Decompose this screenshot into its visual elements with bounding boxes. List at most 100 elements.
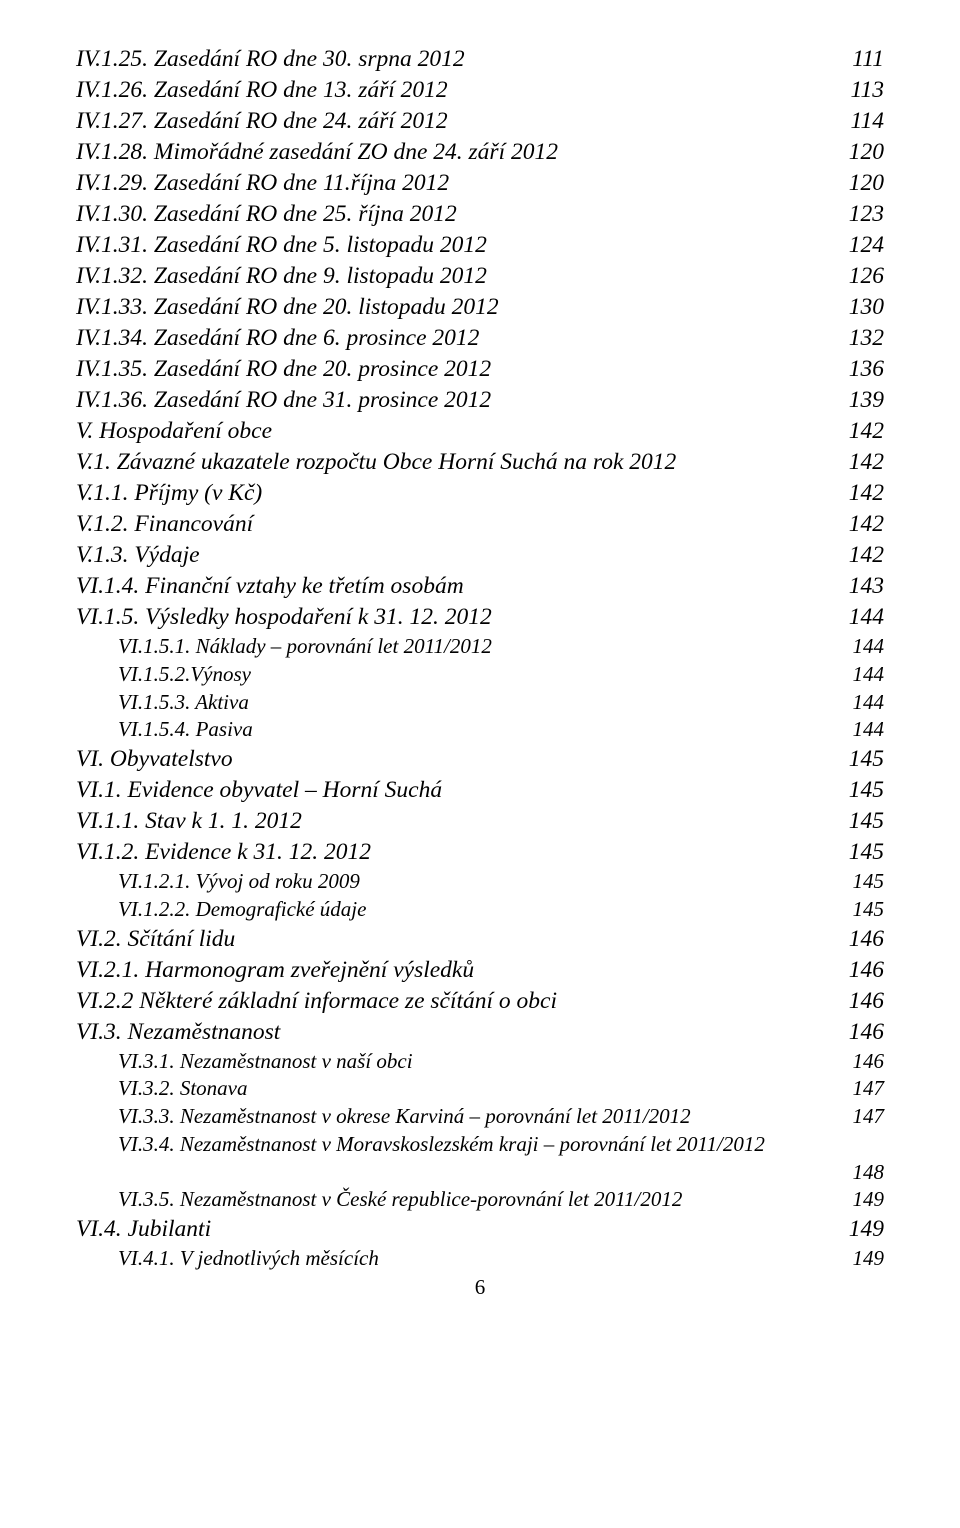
toc-label: IV.1.26. Zasedání RO dne 13. září 2012 <box>76 75 448 106</box>
toc-label: IV.1.31. Zasedání RO dne 5. listopadu 20… <box>76 230 487 261</box>
toc-label: VI.3. Nezaměstnanost <box>76 1017 280 1048</box>
toc-label: VI.3.2. Stonava <box>118 1075 247 1103</box>
toc-label: VI.1.5.1. Náklady – porovnání let 2011/2… <box>118 633 492 661</box>
toc-page: 111 <box>852 44 884 75</box>
toc-page: 120 <box>849 137 884 168</box>
table-of-contents: IV.1.25. Zasedání RO dne 30. srpna 2012 1… <box>76 44 884 1273</box>
toc-row: VI.3.4. Nezaměstnanost v Moravskoslezské… <box>76 1131 884 1159</box>
toc-row: VI.1.1. Stav k 1. 1. 2012145 <box>76 806 884 837</box>
toc-page: 146 <box>849 955 884 986</box>
toc-page: 142 <box>849 447 884 478</box>
toc-label: VI.3.1. Nezaměstnanost v naší obci <box>118 1048 413 1076</box>
toc-label: IV.1.25. Zasedání RO dne 30. srpna 2012 <box>76 44 465 75</box>
toc-page: 146 <box>849 924 884 955</box>
toc-row: VI.1.5.3. Aktiva144 <box>76 689 884 717</box>
toc-row: V.1. Závazné ukazatele rozpočtu Obce Hor… <box>76 447 884 478</box>
toc-label: V. Hospodaření obce <box>76 416 272 447</box>
toc-page: 145 <box>853 868 885 896</box>
toc-row: VI.1. Evidence obyvatel – Horní Suchá145 <box>76 775 884 806</box>
toc-row: VI.1.5.4. Pasiva 144 <box>76 716 884 744</box>
toc-page: 145 <box>849 744 884 775</box>
toc-row: VI.2.1. Harmonogram zveřejnění výsledků 1… <box>76 955 884 986</box>
toc-page: 124 <box>849 230 884 261</box>
toc-row: IV.1.27. Zasedání RO dne 24. září 2012 11… <box>76 106 884 137</box>
toc-row: VI.3.3. Nezaměstnanost v okrese Karviná … <box>76 1103 884 1131</box>
toc-row: VI.1.5.1. Náklady – porovnání let 2011/2… <box>76 633 884 661</box>
toc-row: V.1.1. Příjmy (v Kč) 142 <box>76 478 884 509</box>
page-number: 6 <box>76 1275 884 1300</box>
toc-page: 143 <box>849 571 884 602</box>
toc-label: IV.1.27. Zasedání RO dne 24. září 2012 <box>76 106 448 137</box>
toc-row: VI.1.5.2.Výnosy 144 <box>76 661 884 689</box>
toc-page: 126 <box>849 261 884 292</box>
toc-row: VI.2. Sčítání lidu 146 <box>76 924 884 955</box>
toc-label: IV.1.34. Zasedání RO dne 6. prosince 201… <box>76 323 479 354</box>
toc-label: V.1.3. Výdaje <box>76 540 200 571</box>
toc-page: 113 <box>850 75 884 106</box>
toc-label: VI.2.1. Harmonogram zveřejnění výsledků <box>76 955 474 986</box>
toc-row: IV.1.35. Zasedání RO dne 20. prosince 20… <box>76 354 884 385</box>
toc-label: VI.3.5. Nezaměstnanost v České republice… <box>118 1186 682 1214</box>
toc-page: 148 <box>853 1159 885 1187</box>
toc-label: VI.2.2 Některé základní informace ze sčí… <box>76 986 557 1017</box>
toc-page: 144 <box>853 661 885 689</box>
toc-row: IV.1.33. Zasedání RO dne 20. listopadu 2… <box>76 292 884 323</box>
toc-page: 114 <box>850 106 884 137</box>
toc-row: VI.3.5. Nezaměstnanost v České republice… <box>76 1186 884 1214</box>
toc-label: VI.1.2.1. Vývoj od roku 2009 <box>118 868 360 896</box>
toc-label: VI.4. Jubilanti <box>76 1214 211 1245</box>
toc-page: 144 <box>849 602 884 633</box>
toc-row: IV.1.34. Zasedání RO dne 6. prosince 201… <box>76 323 884 354</box>
toc-label: VI.3.4. Nezaměstnanost v Moravskoslezské… <box>118 1131 765 1159</box>
toc-label: VI.1.5.4. Pasiva <box>118 716 253 744</box>
toc-page: 144 <box>853 716 885 744</box>
toc-page: 139 <box>849 385 884 416</box>
toc-page: 145 <box>849 837 884 868</box>
toc-page: 142 <box>849 509 884 540</box>
toc-row: VI.3.1. Nezaměstnanost v naší obci146 <box>76 1048 884 1076</box>
toc-page: 149 <box>849 1214 884 1245</box>
toc-page: 142 <box>849 416 884 447</box>
toc-page: 142 <box>849 540 884 571</box>
toc-page: 147 <box>853 1103 885 1131</box>
toc-label: VI.2. Sčítání lidu <box>76 924 235 955</box>
toc-label: VI.4.1. V jednotlivých měsících <box>118 1245 379 1273</box>
toc-row: IV.1.30. Zasedání RO dne 25. října 20121… <box>76 199 884 230</box>
toc-page: 147 <box>853 1075 885 1103</box>
toc-label: V.1.2. Financování <box>76 509 253 540</box>
toc-row: VI.1.2. Evidence k 31. 12. 2012 145 <box>76 837 884 868</box>
toc-row: VI. Obyvatelstvo 145 <box>76 744 884 775</box>
toc-page: 144 <box>853 633 885 661</box>
toc-label: VI.1. Evidence obyvatel – Horní Suchá <box>76 775 442 806</box>
toc-row: IV.1.26. Zasedání RO dne 13. září 2012 11… <box>76 75 884 106</box>
toc-row: VI.1.2.1. Vývoj od roku 2009 145 <box>76 868 884 896</box>
toc-label: IV.1.32. Zasedání RO dne 9. listopadu 20… <box>76 261 487 292</box>
toc-label: IV.1.30. Zasedání RO dne 25. října 2012 <box>76 199 457 230</box>
toc-label: IV.1.28. Mimořádné zasedání ZO dne 24. z… <box>76 137 558 168</box>
toc-label: IV.1.36. Zasedání RO dne 31. prosince 20… <box>76 385 491 416</box>
toc-label: VI. Obyvatelstvo <box>76 744 233 775</box>
toc-row: IV.1.36. Zasedání RO dne 31. prosince 20… <box>76 385 884 416</box>
toc-label: VI.1.2. Evidence k 31. 12. 2012 <box>76 837 371 868</box>
toc-row: VI.4. Jubilanti 149 <box>76 1214 884 1245</box>
toc-label: V.1. Závazné ukazatele rozpočtu Obce Hor… <box>76 447 676 478</box>
toc-page: 144 <box>853 689 885 717</box>
toc-label: VI.1.5. Výsledky hospodaření k 31. 12. 2… <box>76 602 492 633</box>
toc-label: VI.1.5.2.Výnosy <box>118 661 251 689</box>
toc-row: V.1.3. Výdaje 142 <box>76 540 884 571</box>
toc-page: 145 <box>849 806 884 837</box>
toc-row: VI.2.2 Některé základní informace ze sčí… <box>76 986 884 1017</box>
toc-row: VI.3.2. Stonava 147 <box>76 1075 884 1103</box>
toc-row: IV.1.29. Zasedání RO dne 11.října 201212… <box>76 168 884 199</box>
toc-row: VI.3. Nezaměstnanost 146 <box>76 1017 884 1048</box>
toc-page: 146 <box>849 1017 884 1048</box>
toc-label: VI.3.3. Nezaměstnanost v okrese Karviná … <box>118 1103 691 1131</box>
toc-row: 148 <box>76 1159 884 1187</box>
toc-page: 149 <box>853 1245 885 1273</box>
toc-label: V.1.1. Příjmy (v Kč) <box>76 478 262 509</box>
toc-row: IV.1.31. Zasedání RO dne 5. listopadu 20… <box>76 230 884 261</box>
toc-label: IV.1.33. Zasedání RO dne 20. listopadu 2… <box>76 292 499 323</box>
toc-label: VI.1.2.2. Demografické údaje <box>118 896 366 924</box>
toc-page: 142 <box>849 478 884 509</box>
toc-label: IV.1.29. Zasedání RO dne 11.října 2012 <box>76 168 449 199</box>
